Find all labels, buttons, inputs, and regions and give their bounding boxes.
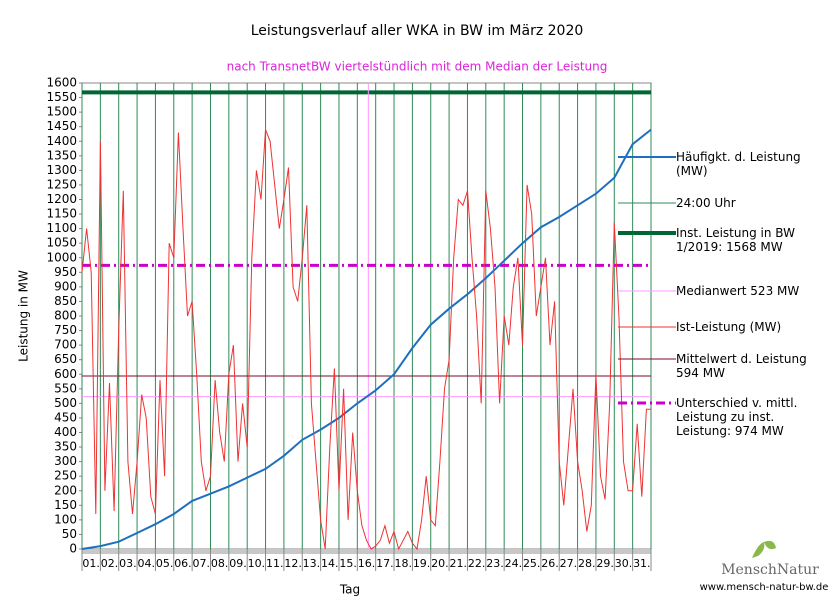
x-tick-label: 16. (358, 557, 376, 570)
legend-label: 24:00 Uhr (676, 196, 736, 210)
legend-swatch (618, 202, 676, 204)
legend-swatch (618, 156, 676, 158)
plot-area (81, 82, 652, 550)
x-tick-label: 02. (101, 557, 119, 570)
legend-swatch (618, 326, 676, 328)
logo-leaf (752, 540, 776, 558)
y-tick-label: 1250 (46, 177, 77, 191)
y-tick-label: 1450 (46, 119, 77, 133)
legend-swatch (618, 358, 676, 360)
y-tick-label: 650 (54, 352, 77, 366)
axis-band (82, 549, 651, 554)
x-tick-label: 31. (633, 557, 651, 570)
chart-title: Leistungsverlauf aller WKA in BW im März… (251, 23, 584, 39)
y-tick-label: 1050 (46, 236, 77, 250)
legend-label: Ist-Leistung (MW) (676, 320, 782, 334)
y-tick-label: 750 (54, 323, 77, 337)
x-tick-label: 14. (321, 557, 339, 570)
x-tick-label: 08. (211, 557, 229, 570)
y-tick-label: 550 (54, 381, 77, 395)
x-tick-label: 23. (486, 557, 504, 570)
x-tick-label: 09. (229, 557, 247, 570)
x-tick-label: 13. (303, 557, 321, 570)
y-tick-label: 0 (69, 542, 77, 556)
y-tick-label: 50 (62, 527, 77, 541)
legend-label: Medianwert 523 MW (676, 284, 800, 298)
x-tick-label: 15. (339, 557, 357, 570)
series-line (81, 128, 652, 550)
logo: MenschNatur (721, 562, 819, 578)
y-tick-label: 300 (54, 454, 77, 468)
y-tick-label: 350 (54, 440, 77, 454)
x-tick-label: 05. (156, 557, 174, 570)
legend-swatch (618, 231, 676, 235)
x-tick-label: 11. (266, 557, 284, 570)
y-tick-label: 1350 (46, 148, 77, 162)
y-tick-label: 900 (54, 279, 77, 293)
x-tick-label: 04. (137, 557, 155, 570)
y-tick-label: 1150 (46, 207, 77, 221)
x-tick-label: 10. (248, 557, 266, 570)
y-tick-label: 200 (54, 483, 77, 497)
legend-label: Mittelwert d. Leistung 594 MW (676, 352, 807, 380)
legend-label: Häufigkt. d. Leistung (MW) (676, 150, 801, 178)
url: www.mensch-natur-bw.de (700, 582, 829, 593)
y-tick-label: 1200 (46, 192, 77, 206)
y-tick-label: 1400 (46, 134, 77, 148)
y-tick-label: 500 (54, 396, 77, 410)
x-tick-label: 07. (193, 557, 211, 570)
legend-label: Unterschied v. mittl. Leistung zu inst. … (676, 396, 798, 438)
y-tick-label: 950 (54, 265, 77, 279)
x-tick-label: 27. (560, 557, 578, 570)
y-tick-label: 250 (54, 469, 77, 483)
x-tick-label: 30. (615, 557, 633, 570)
y-tick-label: 600 (54, 367, 77, 381)
y-tick-label: 1600 (46, 76, 77, 90)
x-tick-label: 06. (174, 557, 192, 570)
x-tick-label: 18. (394, 557, 412, 570)
x-axis-label: Tag (339, 583, 360, 597)
x-tick-label: 24. (505, 557, 523, 570)
y-tick-label: 1300 (46, 163, 77, 177)
y-tick-label: 700 (54, 338, 77, 352)
legend-label: Inst. Leistung in BW 1/2019: 1568 MW (676, 226, 795, 254)
x-tick-label: 28. (578, 557, 596, 570)
legend-swatch (618, 290, 676, 292)
y-tick-label: 1000 (46, 250, 77, 264)
y-tick-label: 1550 (46, 90, 77, 104)
legend-swatch (618, 401, 676, 405)
y-tick-label: 150 (54, 498, 77, 512)
series-line (81, 129, 651, 551)
x-tick-label: 26. (541, 557, 559, 570)
x-tick-label: 17. (376, 557, 394, 570)
x-tick-label: 25. (523, 557, 541, 570)
y-tick-label: 1500 (46, 105, 77, 119)
x-tick-label: 21. (450, 557, 468, 570)
x-tick-label: 22. (468, 557, 486, 570)
y-tick-label: 1100 (46, 221, 77, 235)
y-tick-label: 850 (54, 294, 77, 308)
x-tick-label: 19. (413, 557, 431, 570)
x-tick-label: 20. (431, 557, 449, 570)
chart-subtitle: nach TransnetBW viertelstündlich mit dem… (227, 60, 608, 74)
y-axis-label: Leistung in MW (17, 270, 31, 362)
x-tick-label: 03. (119, 557, 137, 570)
y-tick-label: 450 (54, 410, 77, 424)
x-tick-label: 12. (284, 557, 302, 570)
y-tick-label: 400 (54, 425, 77, 439)
x-tick-label: 29. (596, 557, 614, 570)
x-tick-label: 01. (82, 557, 100, 570)
y-tick-label: 100 (54, 512, 77, 526)
y-tick-label: 800 (54, 309, 77, 323)
